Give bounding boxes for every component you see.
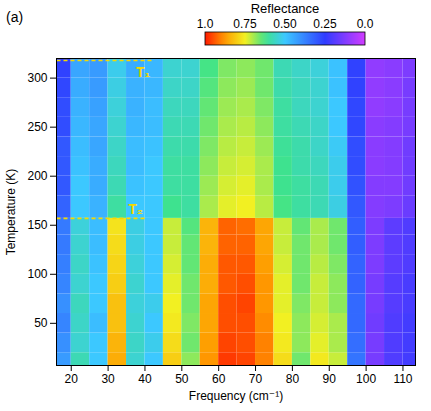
svg-text:90: 90 xyxy=(323,372,337,386)
svg-text:Reflectance: Reflectance xyxy=(251,1,320,16)
svg-text:T₁: T₁ xyxy=(136,64,151,80)
svg-text:50: 50 xyxy=(175,372,189,386)
svg-text:200: 200 xyxy=(27,169,47,183)
svg-text:0.50: 0.50 xyxy=(273,17,297,31)
svg-text:40: 40 xyxy=(138,372,152,386)
svg-text:100: 100 xyxy=(27,267,47,281)
svg-text:Frequency (cm⁻¹): Frequency (cm⁻¹) xyxy=(189,389,283,403)
svg-text:30: 30 xyxy=(101,372,115,386)
svg-text:(a): (a) xyxy=(6,9,23,25)
svg-text:0.25: 0.25 xyxy=(313,17,337,31)
svg-text:Temperature (K): Temperature (K) xyxy=(4,169,18,256)
svg-text:250: 250 xyxy=(27,120,47,134)
svg-text:110: 110 xyxy=(393,372,412,386)
svg-text:80: 80 xyxy=(286,372,300,386)
svg-text:70: 70 xyxy=(249,372,263,386)
svg-text:1.0: 1.0 xyxy=(197,17,214,31)
svg-text:300: 300 xyxy=(27,71,47,85)
svg-text:0.75: 0.75 xyxy=(233,17,257,31)
svg-text:0.0: 0.0 xyxy=(357,17,374,31)
svg-text:50: 50 xyxy=(34,316,48,330)
svg-text:T₂: T₂ xyxy=(128,201,143,217)
svg-text:20: 20 xyxy=(65,372,79,386)
svg-text:150: 150 xyxy=(27,218,47,232)
svg-text:60: 60 xyxy=(212,372,226,386)
svg-text:100: 100 xyxy=(356,372,376,386)
